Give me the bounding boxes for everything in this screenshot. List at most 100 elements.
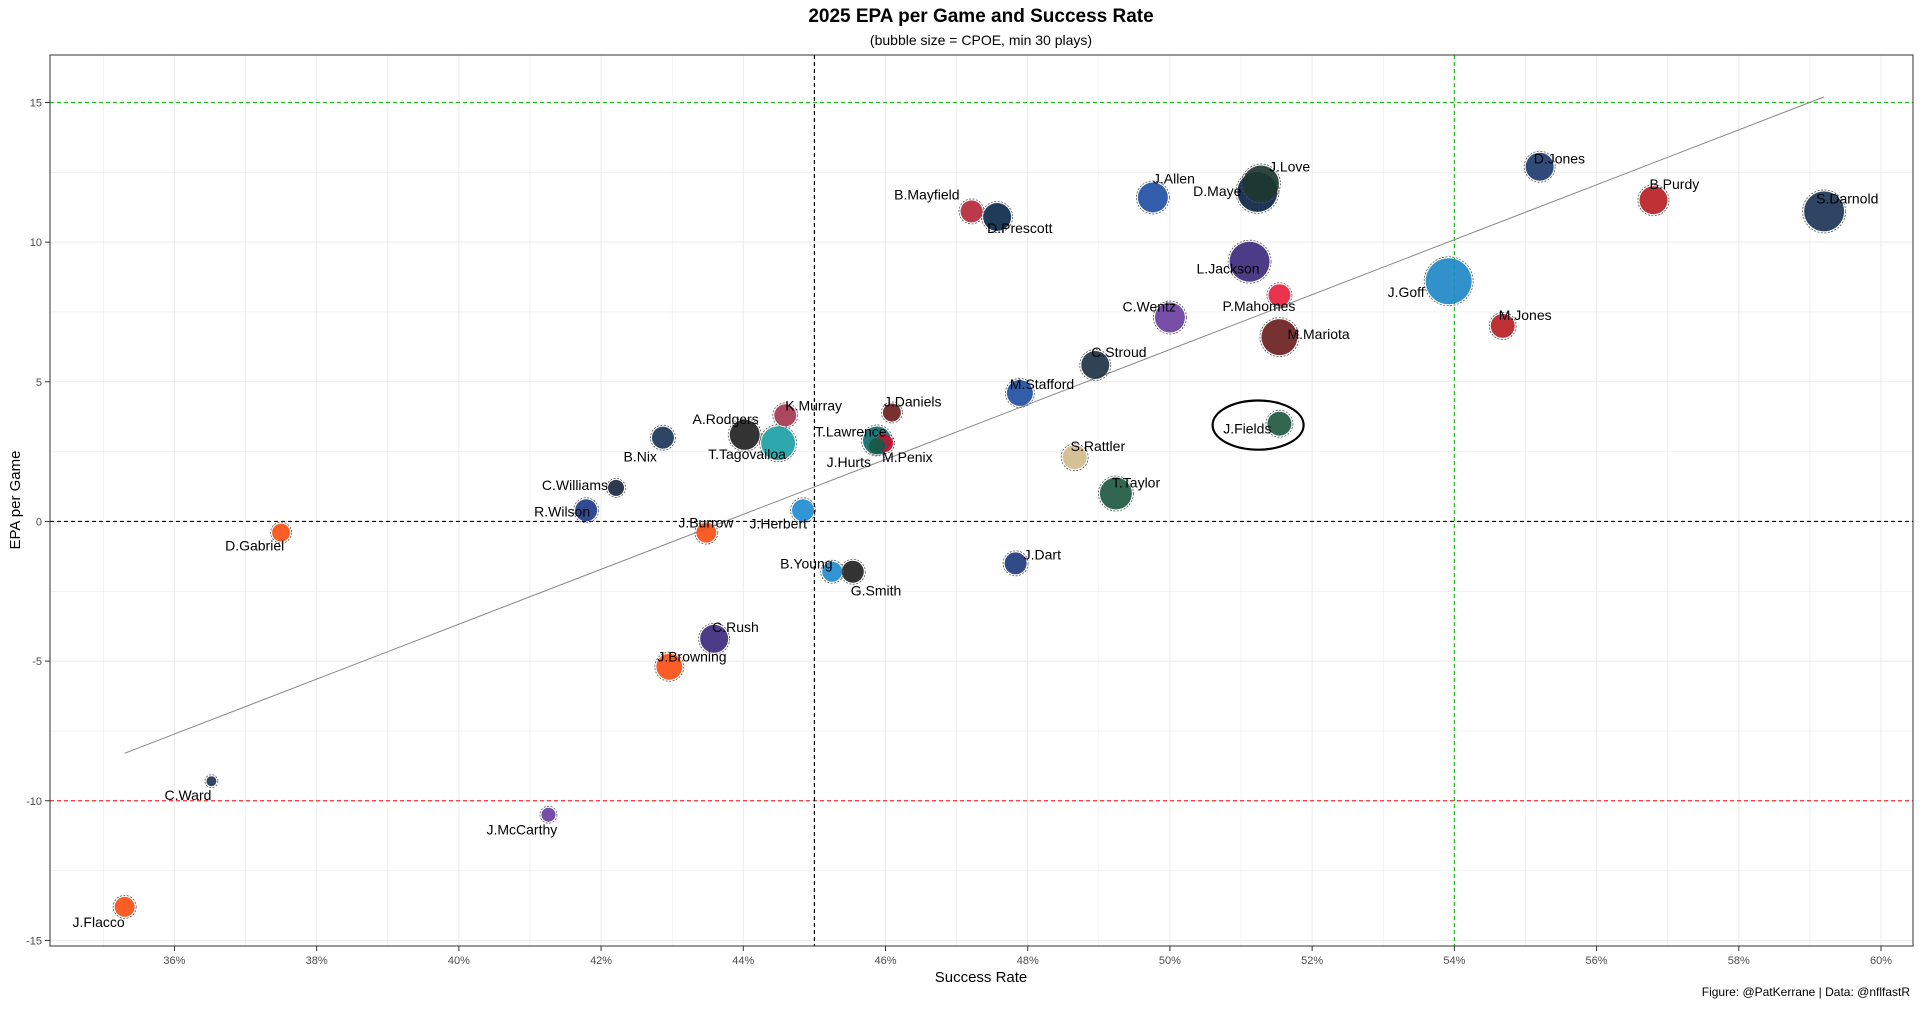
point-j-allen (1137, 182, 1168, 213)
point-halo (1637, 184, 1670, 217)
point-m-mariota (1261, 319, 1298, 356)
point-c-wentz (1154, 302, 1185, 333)
point-halo (1266, 282, 1293, 309)
point-label: J.Allen (1153, 170, 1195, 186)
point-labels: D.Jones S.Darnold B.Purdy J.Love D.MayeJ.All… (73, 151, 1879, 930)
point-halo (1004, 378, 1035, 408)
point-label: D.Gabriel (225, 538, 284, 554)
point-label: J.Burrow (678, 515, 734, 531)
x-axis-label: Success Rate (935, 969, 1028, 986)
point-label: M.Jones (1499, 307, 1552, 323)
point-halo (204, 774, 219, 789)
point-halo (1423, 256, 1474, 307)
point-j-goff (1425, 258, 1472, 305)
point-label: B.Nix (623, 449, 656, 465)
point-m-jones (1490, 313, 1515, 338)
point-label: R.Wilson (534, 503, 590, 519)
point-halo (727, 417, 762, 452)
point-label: J.Love (1269, 158, 1310, 174)
point-c-rush (700, 624, 729, 653)
point-label: J.Herbert (749, 515, 807, 531)
point-halo (820, 559, 845, 584)
plot-panel-border (49, 54, 1914, 947)
point-halo (1153, 300, 1187, 335)
point-halo (867, 436, 887, 456)
reference-lines (50, 55, 1913, 946)
point-c-stroud (1081, 351, 1110, 380)
point-label: S.Rattler (1071, 438, 1126, 454)
y-axis-ticks: -15 -10 -5 0 5 10 15 (26, 97, 50, 947)
point-label: J.Browning (657, 649, 726, 665)
point-label: J.Flacco (73, 914, 125, 930)
point-label: C.Rush (712, 619, 759, 635)
point-halo (1241, 163, 1281, 204)
point-d-gabriel (272, 523, 291, 542)
point-j-daniels (882, 403, 901, 422)
point-label: D.Jones (1534, 151, 1585, 167)
point-halo (1060, 443, 1089, 472)
point-halo (1523, 150, 1556, 183)
point-label: M.Penix (882, 449, 933, 465)
point-label: B.Young (780, 556, 832, 572)
point-d-jones (1525, 152, 1554, 181)
point-b-young (822, 561, 843, 582)
x-tick-label: 50% (1159, 955, 1181, 967)
point-j-mccarthy (541, 807, 556, 822)
point-label: T.Lawrence (815, 423, 887, 439)
x-tick-label: 54% (1443, 955, 1465, 967)
point-label: T.Taylor (1112, 475, 1161, 491)
point-label: C.Stroud (1091, 344, 1146, 360)
point-label: B.Purdy (1649, 176, 1699, 192)
point-label: T.Tagovailoa (708, 446, 786, 462)
point-k-murray (774, 404, 797, 427)
x-tick-label: 58% (1728, 955, 1750, 967)
point-label: K.Murray (785, 397, 842, 413)
point-label: M.Stafford (1010, 376, 1074, 392)
point-halo (654, 651, 685, 682)
point-b-mayfield (960, 200, 983, 223)
y-axis-label: EPA per Game (7, 451, 24, 550)
point-t-taylor (1099, 477, 1132, 510)
x-tick-label: 48% (1017, 955, 1039, 967)
point-label: D.Maye (1193, 183, 1241, 199)
point-j-browning (656, 653, 683, 680)
point-label: A.Rodgers (693, 411, 759, 427)
point-label: D.Prescott (987, 220, 1052, 236)
point-halo (694, 520, 719, 545)
chart-caption: Figure: @PatKerrane | Data: @nflfastR (1701, 985, 1910, 999)
point-halo (650, 424, 676, 451)
point-j-flacco (114, 896, 135, 917)
y-tick-label: 0 (36, 516, 42, 528)
y-tick-label: -10 (26, 796, 42, 808)
point-j-fields (1267, 411, 1292, 436)
x-tick-label: 46% (874, 955, 896, 967)
point-label: J.Goff (1388, 284, 1425, 300)
highlight-ellipse-shape (1211, 399, 1305, 451)
chart-subtitle: (bubble size = CPOE, min 30 plays) (869, 32, 1093, 48)
point-c-ward (206, 776, 217, 787)
point-p-mahomes (1268, 284, 1291, 307)
y-tick-label: 15 (30, 97, 42, 109)
point-label: C.Ward (164, 787, 211, 803)
x-tick-label: 52% (1301, 955, 1323, 967)
point-halo (1097, 475, 1134, 512)
point-label: C.Williams (542, 477, 608, 493)
x-tick-label: 56% (1586, 955, 1608, 967)
point-halo (698, 622, 731, 655)
point-s-darnold (1804, 191, 1845, 232)
point-b-purdy (1639, 186, 1668, 215)
point-label: M.Mariota (1287, 326, 1349, 342)
point-halo (981, 201, 1014, 233)
point-label: C.Wentz (1122, 299, 1175, 315)
x-axis-ticks: 36% 38% 40% 42% 44% 46% 48% 50% 52% 54% 56% 58% 60% (163, 946, 1892, 967)
regression-line (124, 96, 1825, 754)
point-label: P.Mahomes (1223, 298, 1296, 314)
point-label: S.Darnold (1816, 190, 1878, 206)
point-label: G.Smith (851, 583, 902, 599)
point-halo (1802, 189, 1847, 234)
point-j-herbert (792, 499, 815, 522)
point-halo (1265, 409, 1294, 438)
grid-lines (50, 55, 1913, 946)
point-label: J.McCarthy (486, 822, 557, 838)
